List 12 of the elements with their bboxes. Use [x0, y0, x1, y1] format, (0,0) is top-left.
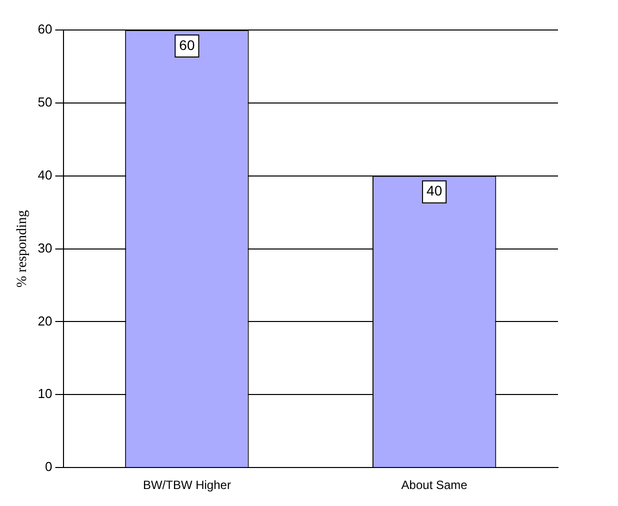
- data-label: 60: [179, 36, 195, 53]
- y-tick-label: 0: [45, 459, 52, 474]
- y-tick-label: 10: [38, 386, 52, 402]
- x-tick-label: BW/TBW Higher: [142, 478, 231, 492]
- y-tick-label: 50: [38, 94, 52, 110]
- y-tick-label: 40: [38, 167, 52, 182]
- y-tick-label: 60: [38, 22, 52, 37]
- data-label: 40: [426, 182, 442, 199]
- y-tick-label: 30: [38, 240, 52, 256]
- y-tick-label: 20: [38, 313, 52, 328]
- x-tick-label: About Same: [401, 478, 468, 492]
- y-axis-title: % responding: [15, 210, 30, 288]
